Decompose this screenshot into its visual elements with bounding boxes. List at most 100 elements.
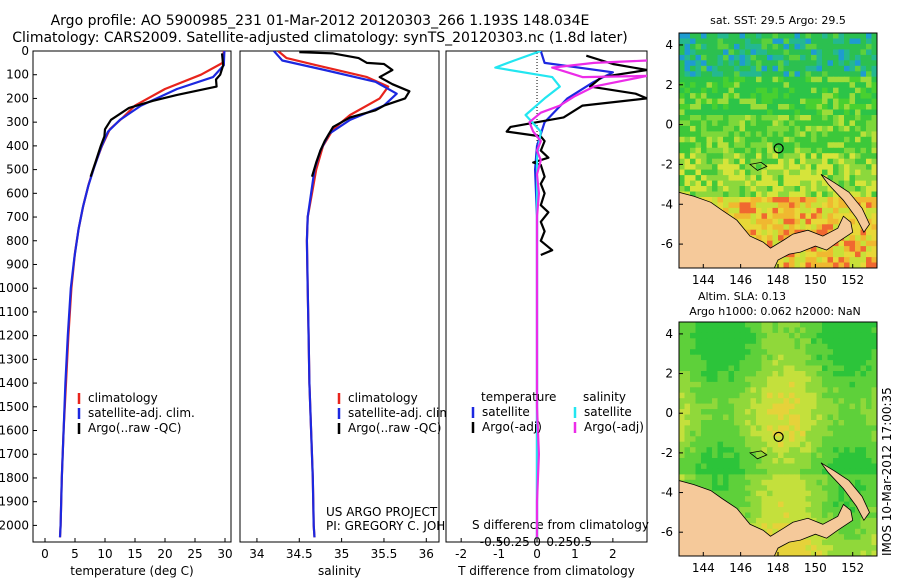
sst_map-cell [816,87,823,94]
sla_map-cell [739,501,746,508]
sla_map-cell [745,517,752,524]
sst_map-cell [783,218,790,225]
sst_map-cell [800,120,807,127]
sla_map-cell [701,452,708,459]
sst_map-cell [833,87,840,94]
sst_map-cell [739,54,746,61]
sla_map-cell [684,371,691,377]
sst_map-cell [756,125,763,132]
sla_map-cell [701,420,708,426]
sst_map-cell [866,186,873,193]
salinity-legend-label: climatology [348,391,418,405]
sla_map-cell [723,371,730,377]
sst_map-cell [717,175,724,182]
sla_map-cell [778,468,785,475]
sst_map-cell [679,136,686,143]
sla_map-cell [844,371,851,377]
sst_map-cell [827,257,834,264]
sst_map-cell [860,82,867,89]
sla_map-cell [767,517,774,524]
sla_map-cell [855,425,862,432]
sla_map-cell [783,463,790,470]
sla_map-cell [855,398,862,405]
sla_map-cell [866,539,873,546]
sst_map-cell [860,60,867,67]
sst_map-cell [734,207,741,214]
sst_map-cell [734,136,741,143]
sla_map-cell [717,490,724,497]
sst_map-cell [871,131,877,138]
sst_map-cell [838,82,845,89]
sla_map-cell [679,452,686,459]
sst_map-cell [860,131,867,138]
sst_map-cell [827,60,834,67]
sla_map-cell [695,420,702,426]
sla_map-cell [684,381,691,388]
sst_map-cell [789,33,796,40]
sla_map-cell [838,376,845,383]
sla_map-cell [816,545,823,552]
sla_map-cell [778,507,785,513]
sla_map-cell [794,447,801,454]
sla_map-cell [778,392,785,399]
sst_map-cell [750,38,757,45]
sla_map-cell [717,430,724,437]
sst_map-cell [871,235,877,242]
sla_map-cell [827,354,834,361]
sla_map-cell [805,398,812,405]
sla_map-cell [756,332,763,339]
sst_map-cell [849,54,856,61]
sst_map-cell [849,65,856,72]
sst_map-cell [783,142,790,149]
sst_map-cell [833,71,840,78]
sla_map-xtick-label: 146 [729,561,752,575]
sla_map-cell [827,463,834,470]
sst_map-cell [679,87,686,94]
sla_map-cell [855,365,862,372]
sla_map-cell [789,441,796,448]
sst_map-cell [739,218,746,225]
sst_map-cell [723,169,730,176]
difference-xtick2-label: -0.25 [499,535,530,549]
sla_map-cell [800,343,807,350]
sst_map-cell [701,65,708,72]
sla_map-cell [855,436,862,443]
sla_map-cell [690,479,697,486]
sla_map-cell [745,452,752,459]
sla_map-cell [772,349,779,356]
sst_map-cell [871,246,877,253]
sst_map-cell [783,202,790,209]
sla_map-cell [855,414,862,421]
sla_map-cell [695,463,702,470]
sst_map-cell [778,93,785,100]
sla_map-cell [800,447,807,454]
sst_map-cell [860,65,867,72]
sla_map-cell [772,354,779,361]
sst_map-cell [849,169,856,176]
sla_map-cell [871,387,877,394]
sst_map-cell [739,120,746,127]
sst_map-cell [838,65,845,72]
sst_map-cell [679,120,686,127]
sla_map-cell [838,403,845,410]
sla_map-cell [827,512,834,519]
sla_map-cell [849,523,856,530]
sst_map-cell [816,186,823,193]
sst_map-cell [844,240,851,247]
sla_map-cell [679,436,686,443]
sst_map-cell [739,136,746,143]
sst_map-cell [739,131,746,138]
sst_map-cell [706,186,713,193]
sla_map-cell [734,371,741,377]
sst_map-cell [761,49,768,56]
sst_map-cell [838,262,845,268]
sst_map-cell [805,218,812,225]
sst_map-cell [690,98,697,105]
sla_map-cell [849,468,856,475]
sst_map-cell [783,33,790,40]
sst_map-cell [816,207,823,214]
sst_map-cell [772,120,779,127]
sst_map-cell [734,115,741,122]
sst_map-cell [811,197,818,204]
sst_map-cell [756,109,763,116]
